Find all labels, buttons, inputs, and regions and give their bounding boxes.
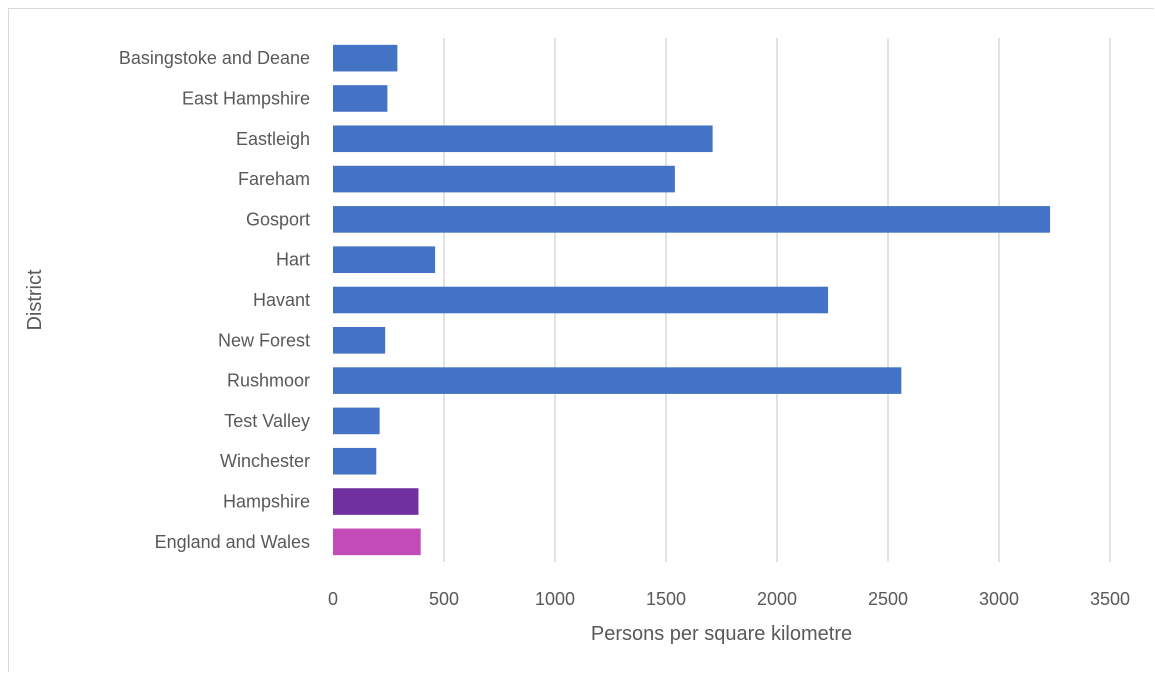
y-tick-label: Havant (253, 290, 310, 310)
bar (333, 125, 713, 153)
y-axis-title: District (24, 269, 46, 331)
bars (333, 44, 1051, 556)
y-tick-label: Test Valley (224, 411, 310, 431)
bar (333, 85, 388, 112)
bar (333, 286, 829, 314)
y-tick-label: New Forest (218, 330, 310, 350)
x-tick-label: 2500 (868, 589, 908, 609)
y-tick-label: Rushmoor (227, 371, 310, 391)
y-tick-label: Hampshire (223, 492, 310, 512)
bar (333, 165, 675, 193)
x-tick-label: 1000 (535, 589, 575, 609)
bar (333, 206, 1051, 233)
bar (333, 528, 421, 556)
bar (333, 367, 902, 394)
y-tick-label: East Hampshire (182, 88, 310, 108)
y-tick-label: Gosport (246, 209, 310, 229)
x-tick-label: 500 (429, 589, 459, 609)
bar (333, 44, 398, 72)
x-tick-label: 1500 (646, 589, 686, 609)
chart-frame (8, 8, 1154, 672)
x-axis-title: Persons per square kilometre (591, 623, 852, 645)
x-tick-label: 3000 (979, 589, 1019, 609)
y-tick-label: Hart (276, 250, 310, 270)
bar (333, 407, 380, 435)
y-tick-label: Winchester (220, 451, 310, 471)
y-tick-label: England and Wales (155, 532, 310, 552)
y-tick-labels: Basingstoke and Deane East Hampshire Eastl… (119, 48, 310, 552)
x-tick-label: 3500 (1090, 589, 1130, 609)
y-tick-label: Fareham (238, 169, 310, 189)
x-tick-labels: 0 500 1000 1500 2000 2500 3000 3500 (328, 589, 1130, 609)
bar (333, 447, 377, 475)
bar (333, 327, 386, 354)
x-tick-label: 0 (328, 589, 338, 609)
bar (333, 246, 436, 273)
x-tick-label: 2000 (757, 589, 797, 609)
bar (333, 488, 419, 515)
y-tick-label: Basingstoke and Deane (119, 48, 310, 68)
y-tick-label: Eastleigh (236, 129, 310, 149)
